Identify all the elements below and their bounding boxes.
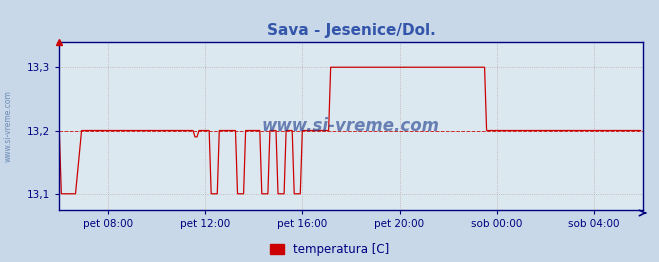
Text: www.si-vreme.com: www.si-vreme.com	[262, 117, 440, 135]
Legend: temperatura [C]: temperatura [C]	[270, 243, 389, 256]
Text: www.si-vreme.com: www.si-vreme.com	[3, 90, 13, 162]
Title: Sava - Jesenice/Dol.: Sava - Jesenice/Dol.	[266, 23, 436, 38]
